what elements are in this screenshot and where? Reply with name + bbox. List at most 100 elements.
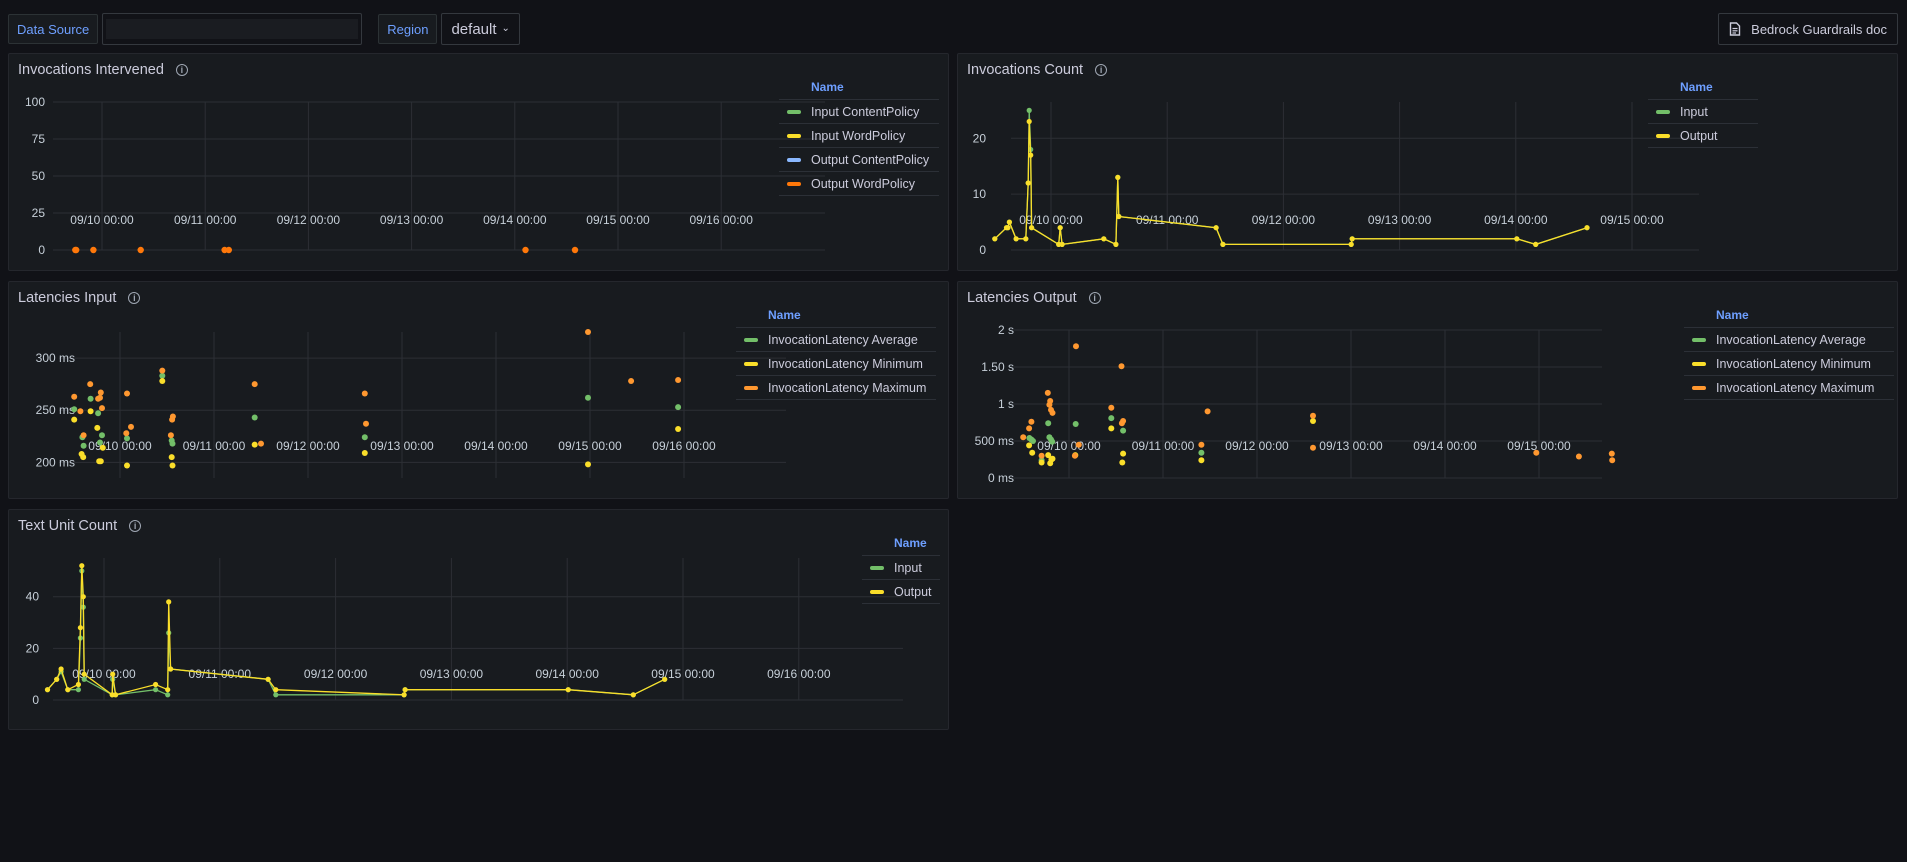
data-point[interactable] (169, 440, 176, 447)
legend-item[interactable]: Input (1648, 100, 1758, 124)
legend-item[interactable]: Input (862, 556, 940, 580)
data-point[interactable] (1006, 219, 1012, 225)
data-point[interactable] (1514, 236, 1520, 242)
legend-item[interactable]: Output (1648, 124, 1758, 148)
data-point[interactable] (361, 390, 368, 397)
data-point[interactable] (87, 395, 94, 402)
data-point[interactable] (167, 432, 174, 439)
data-point[interactable] (1608, 450, 1615, 457)
data-point[interactable] (1120, 450, 1127, 457)
data-point[interactable] (1198, 441, 1205, 448)
data-source-select[interactable] (102, 13, 363, 45)
data-point[interactable] (1220, 241, 1226, 247)
data-point[interactable] (1120, 427, 1127, 434)
data-point[interactable] (402, 687, 408, 693)
legend-header[interactable]: Name (1648, 80, 1758, 100)
data-point[interactable] (662, 676, 668, 682)
data-point[interactable] (1204, 408, 1211, 415)
data-point[interactable] (1059, 241, 1065, 247)
data-point[interactable] (258, 440, 264, 447)
data-point[interactable] (571, 246, 579, 254)
data-point[interactable] (123, 430, 130, 437)
data-point[interactable] (1075, 441, 1082, 448)
data-point[interactable] (1045, 452, 1052, 459)
data-point[interactable] (80, 594, 86, 600)
data-point[interactable] (128, 423, 134, 430)
data-point[interactable] (1038, 459, 1045, 466)
legend-header[interactable]: Name (736, 308, 936, 328)
data-point[interactable] (94, 424, 101, 431)
data-point[interactable] (159, 372, 166, 379)
data-point[interactable] (168, 454, 175, 461)
data-point[interactable] (1029, 449, 1036, 456)
data-point[interactable] (251, 441, 258, 448)
legend-item[interactable]: Output ContentPolicy (779, 148, 939, 172)
data-point[interactable] (1533, 241, 1539, 247)
data-point[interactable] (1045, 420, 1052, 427)
data-point[interactable] (95, 410, 102, 417)
data-point[interactable] (137, 246, 144, 254)
data-point[interactable] (251, 381, 258, 388)
data-point[interactable] (1108, 425, 1115, 432)
data-point[interactable] (58, 666, 64, 672)
data-point[interactable] (1609, 457, 1616, 464)
legend-header[interactable]: Name (779, 80, 939, 100)
data-point[interactable] (628, 378, 635, 384)
data-point[interactable] (99, 405, 105, 412)
data-point[interactable] (124, 462, 130, 469)
data-point[interactable] (1213, 225, 1219, 231)
data-point[interactable] (1026, 107, 1032, 113)
data-point[interactable] (1348, 241, 1354, 247)
data-point[interactable] (1113, 241, 1119, 247)
data-point[interactable] (1071, 452, 1078, 459)
data-point[interactable] (675, 377, 682, 383)
data-point[interactable] (99, 432, 105, 439)
data-point[interactable] (273, 692, 279, 698)
data-point[interactable] (169, 413, 176, 420)
data-point[interactable] (87, 381, 94, 388)
legend-item[interactable]: InvocationLatency Minimum (736, 352, 936, 376)
data-point[interactable] (1116, 213, 1122, 220)
data-point[interactable] (159, 367, 166, 374)
data-point[interactable] (77, 408, 84, 415)
legend-item[interactable]: InvocationLatency Average (1684, 328, 1894, 352)
data-point[interactable] (1026, 118, 1032, 125)
data-point[interactable] (1026, 442, 1033, 449)
data-point[interactable] (166, 599, 172, 605)
data-point[interactable] (97, 394, 103, 401)
data-point[interactable] (401, 692, 407, 698)
data-point[interactable] (1108, 404, 1115, 411)
data-point[interactable] (1198, 457, 1205, 464)
data-point[interactable] (124, 390, 130, 397)
data-point[interactable] (1025, 180, 1031, 186)
data-point[interactable] (1028, 152, 1034, 158)
data-point[interactable] (81, 676, 87, 682)
data-point[interactable] (1073, 343, 1079, 350)
data-point[interactable] (1029, 225, 1035, 231)
data-point[interactable] (1584, 225, 1590, 231)
data-point[interactable] (1115, 174, 1121, 180)
data-point[interactable] (585, 394, 591, 401)
data-point[interactable] (361, 434, 368, 441)
region-select[interactable]: default ⌄ (441, 13, 520, 45)
data-point[interactable] (1072, 421, 1079, 427)
data-point[interactable] (1108, 415, 1115, 422)
data-point[interactable] (1047, 398, 1054, 404)
data-point[interactable] (44, 687, 51, 693)
data-point[interactable] (73, 246, 80, 254)
legend-item[interactable]: Output WordPolicy (779, 172, 939, 196)
data-point[interactable] (1013, 236, 1019, 242)
data-point[interactable] (87, 408, 94, 415)
data-point[interactable] (522, 246, 529, 254)
data-point[interactable] (630, 692, 636, 698)
data-point[interactable] (565, 687, 571, 693)
legend-item[interactable]: InvocationLatency Maximum (736, 376, 936, 400)
data-point[interactable] (1120, 418, 1127, 424)
data-point[interactable] (71, 393, 78, 400)
data-point[interactable] (80, 442, 87, 449)
legend-item[interactable]: Input WordPolicy (779, 124, 939, 148)
legend-item[interactable]: InvocationLatency Minimum (1684, 352, 1894, 376)
data-point[interactable] (992, 236, 998, 242)
data-point[interactable] (99, 444, 106, 451)
data-point[interactable] (1575, 453, 1582, 460)
